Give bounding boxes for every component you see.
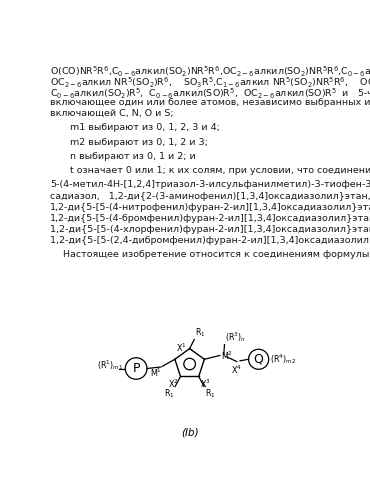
- Text: 1,2-ди{5-[5-(2,4-дибромфенил)фуран-2-ил][1,3,4]оксадиазолил) этан.: 1,2-ди{5-[5-(2,4-дибромфенил)фуран-2-ил]…: [50, 236, 370, 245]
- Text: C$_{0-6}$алкил(SO$_2$)R$^5$,  C$_{0-6}$алкил(SO)R$^5$,  OC$_{2-6}$алкил(SO)R$^5$: C$_{0-6}$алкил(SO$_2$)R$^5$, C$_{0-6}$ал…: [50, 87, 370, 100]
- Text: R$_1$: R$_1$: [164, 387, 174, 400]
- Text: 1,2-ди{5-[5-(4-бромфенил)фуран-2-ил][1,3,4]оксадиазолил}этан,: 1,2-ди{5-[5-(4-бромфенил)фуран-2-ил][1,3…: [50, 214, 370, 223]
- Text: (Ib): (Ib): [181, 428, 198, 438]
- Text: m2 выбирают из 0, 1, 2 и 3;: m2 выбирают из 0, 1, 2 и 3;: [70, 138, 207, 147]
- Text: Q: Q: [254, 353, 263, 366]
- Text: X$^1$: X$^1$: [176, 342, 186, 354]
- Text: m1 выбирают из 0, 1, 2, 3 и 4;: m1 выбирают из 0, 1, 2, 3 и 4;: [70, 123, 219, 132]
- Text: R$_1$: R$_1$: [205, 387, 216, 400]
- Text: M$^1$: M$^1$: [149, 367, 162, 379]
- Text: X$^3$: X$^3$: [200, 378, 211, 390]
- Text: 5-(4-метил-4H-[1,2,4]триазол-3-илсульфанилметил)-3-тиофен-3-ил[1,2,4]ок: 5-(4-метил-4H-[1,2,4]триазол-3-илсульфан…: [50, 180, 370, 190]
- Text: 1,2-ди{5-[5-(4-нитрофенил)фуран-2-ил][1,3,4]оксадиазолил}этан,: 1,2-ди{5-[5-(4-нитрофенил)фуран-2-ил][1,…: [50, 203, 370, 212]
- Text: n выбирают из 0, 1 и 2; и: n выбирают из 0, 1 и 2; и: [70, 152, 195, 161]
- Text: X$^4$: X$^4$: [231, 363, 242, 376]
- Text: (R$^1$)$_{m1}$: (R$^1$)$_{m1}$: [97, 358, 124, 372]
- Text: R$_1$: R$_1$: [195, 326, 206, 339]
- Text: включающей C, N, O и S;: включающей C, N, O и S;: [50, 109, 174, 118]
- Text: X$^2$: X$^2$: [168, 378, 179, 390]
- Text: 1,2-ди{5-[5-(4-хлорфенил)фуран-2-ил][1,3,4]оксадиазолил}этан  и: 1,2-ди{5-[5-(4-хлорфенил)фуран-2-ил][1,3…: [50, 225, 370, 234]
- Text: OC$_{2-6}$алкил NR$^5$(SO$_2$)R$^6$,    SO$_3$R$^5$,C$_{1-6}$алкил NR$^5$(SO$_2$: OC$_{2-6}$алкил NR$^5$(SO$_2$)R$^6$, SO$…: [50, 76, 370, 90]
- Text: t означает 0 или 1; к их солям, при условии, что соединение не означает: t означает 0 или 1; к их солям, при усло…: [70, 166, 370, 175]
- Text: O(CO)NR$^5$R$^6$,C$_{0-6}$алкил(SO$_2$)NR$^5$R$^6$,OC$_{2-6}$алкил(SO$_2$)NR$^5$: O(CO)NR$^5$R$^6$,C$_{0-6}$алкил(SO$_2$)N…: [50, 64, 370, 79]
- Text: P: P: [132, 362, 140, 375]
- Text: M$^2$: M$^2$: [221, 349, 233, 362]
- Text: (R$^4$)$_{m2}$: (R$^4$)$_{m2}$: [270, 352, 296, 366]
- Text: Настоящее изобретение относится к соединениям формулы Ib: Настоящее изобретение относится к соедин…: [63, 250, 370, 259]
- Text: включающее один или более атомов, независимо выбранных из группы,: включающее один или более атомов, незави…: [50, 98, 370, 107]
- Text: садиазол,   1,2-ди{2-(3-аминофенил)[1,3,4]оксадиазолил}этан,: садиазол, 1,2-ди{2-(3-аминофенил)[1,3,4]…: [50, 192, 370, 201]
- Text: (R$^3$)$_n$: (R$^3$)$_n$: [225, 330, 246, 344]
